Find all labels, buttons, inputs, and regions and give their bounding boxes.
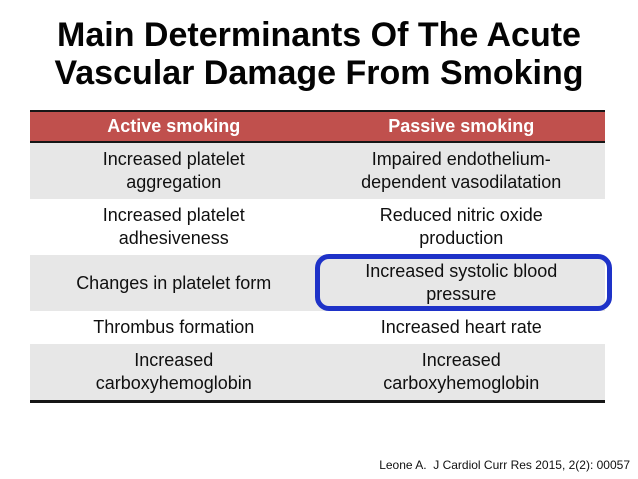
table-cell: Increased heart rate — [318, 311, 606, 344]
table-cell-text: Increased platelet adhesiveness — [102, 205, 245, 248]
table-header-row: Active smoking Passive smoking — [30, 110, 605, 143]
table-cell: Increased platelet adhesiveness — [30, 199, 318, 255]
table-cell-text: Increased systolic blood pressure — [365, 261, 558, 304]
table-cell-text: Increased heart rate — [380, 317, 542, 337]
table-row: Increased carboxyhemoglobin Increased car… — [30, 344, 605, 402]
table-cell: Increased systolic blood pressure — [314, 254, 612, 311]
table-cell-text: Impaired endothelium- dependent vasodila… — [361, 149, 562, 192]
slide-title: Main Determinants Of The Acute Vascular … — [0, 0, 638, 92]
table-row: Increased platelet aggregation Impaired e… — [30, 142, 605, 199]
table-body: Increased platelet aggregation Impaired e… — [30, 142, 612, 402]
table-cell-text: Increased carboxyhemoglobin — [95, 350, 252, 393]
table-cell-text: Increased platelet aggregation — [102, 149, 245, 192]
table-cell: Impaired endothelium- dependent vasodila… — [318, 142, 606, 199]
table-cell-text: Increased carboxyhemoglobin — [383, 350, 540, 393]
table-cell: Increased platelet aggregation — [30, 142, 318, 199]
table-cell: Thrombus formation — [30, 311, 318, 344]
table-row: Increased platelet adhesiveness Reduced n… — [30, 199, 605, 255]
table-row: Changes in platelet form Increased systol… — [30, 254, 612, 311]
column-header-active-smoking: Active smoking — [30, 110, 318, 143]
column-header-passive-smoking: Passive smoking — [317, 110, 605, 143]
title-line-2: Vascular Damage From Smoking — [54, 54, 584, 92]
table-row: Thrombus formation Increased heart rate — [30, 311, 605, 344]
table-cell: Reduced nitric oxide production — [318, 199, 606, 255]
table-cell-text: Thrombus formation — [93, 317, 255, 337]
table-cell: Increased carboxyhemoglobin — [30, 344, 318, 402]
smoking-determinants-table: Active smoking Passive smoking Increased… — [30, 110, 612, 403]
table-cell: Changes in platelet form — [30, 255, 318, 311]
table-cell-text: Reduced nitric oxide production — [379, 205, 543, 248]
table-cell: Increased carboxyhemoglobin — [318, 344, 606, 402]
title-line-1: Main Determinants Of The Acute — [57, 16, 581, 54]
table-cell-text: Changes in platelet form — [76, 272, 272, 293]
citation: Leone A. J Cardiol Curr Res 2015, 2(2): … — [379, 458, 630, 472]
